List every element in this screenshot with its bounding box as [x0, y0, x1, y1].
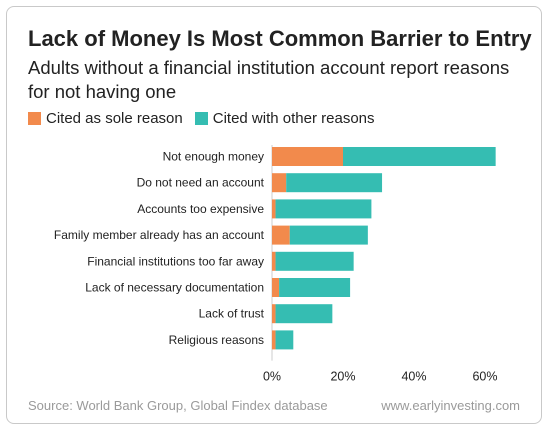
- category-label: Not enough money: [163, 150, 264, 164]
- source-note: Source: World Bank Group, Global Findex …: [28, 398, 328, 413]
- bar-sole-reason: [272, 147, 343, 166]
- bar-sole-reason: [272, 278, 280, 297]
- legend: Cited as sole reason Cited with other re…: [28, 110, 387, 127]
- bar-other-reasons: [289, 225, 368, 245]
- bar-sole-reason: [272, 251, 276, 271]
- legend-item-other: Cited with other reasons: [194, 110, 375, 127]
- bar-sole-reason: [272, 304, 276, 324]
- bar-sole-reason: [272, 199, 276, 219]
- bar-other-reasons: [286, 173, 383, 193]
- legend-swatch-sole: [28, 112, 41, 125]
- bar-other-reasons: [275, 199, 372, 219]
- bar-sole-reason: [272, 225, 290, 245]
- bar-other-reasons: [275, 330, 294, 350]
- chart-title: Lack of Money Is Most Common Barrier to …: [28, 26, 532, 51]
- bar-other-reasons: [275, 304, 333, 324]
- category-label: Do not need an account: [137, 176, 265, 190]
- website-credit: www.earlyinvesting.com: [381, 398, 520, 413]
- legend-item-sole: Cited as sole reason: [28, 110, 183, 127]
- x-tick-label: 40%: [401, 370, 426, 384]
- x-tick-label: 20%: [330, 370, 355, 384]
- legend-swatch-other: [194, 112, 208, 125]
- category-label: Lack of trust: [199, 307, 265, 321]
- legend-label-sole: Cited as sole reason: [46, 110, 183, 127]
- x-tick-label: 60%: [472, 370, 497, 384]
- category-label: Lack of necessary documentation: [85, 281, 264, 295]
- category-label: Accounts too expensive: [137, 202, 264, 216]
- legend-label-other: Cited with other reasons: [212, 110, 375, 127]
- x-tick-label: 0%: [263, 370, 281, 384]
- chart-subtitle: Adults without a financial institution a…: [28, 57, 510, 102]
- category-label: Financial institutions too far away: [87, 254, 264, 268]
- category-label: Religious reasons: [169, 333, 264, 347]
- chart-frame: [6, 6, 542, 424]
- bar-other-reasons: [343, 147, 496, 166]
- bar-other-reasons: [279, 278, 351, 297]
- bar-sole-reason: [272, 173, 287, 193]
- bar-other-reasons: [275, 251, 354, 271]
- category-label: Family member already has an account: [54, 228, 265, 242]
- bar-sole-reason: [272, 330, 276, 350]
